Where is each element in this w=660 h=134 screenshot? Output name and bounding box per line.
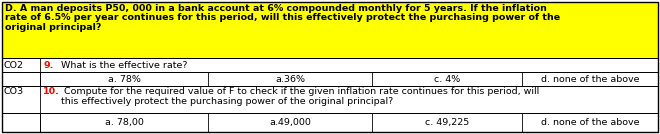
Text: a.49,000: a.49,000 [269, 118, 311, 127]
Text: d. none of the above: d. none of the above [541, 118, 640, 127]
Text: 10.: 10. [43, 87, 60, 96]
Text: rate of 6.5% per year continues for this period, will this effectively protect t: rate of 6.5% per year continues for this… [5, 13, 560, 22]
Text: a. 78,00: a. 78,00 [104, 118, 143, 127]
Bar [2, 72, 658, 86]
Text: c. 4%: c. 4% [434, 75, 460, 83]
Text: a. 78%: a. 78% [108, 75, 141, 83]
Text: CO3: CO3 [4, 87, 24, 96]
Text: 9.: 9. [43, 60, 53, 70]
Bar [2, 2, 658, 58]
Text: d. none of the above: d. none of the above [541, 75, 640, 83]
Text: What is the effective rate?: What is the effective rate? [57, 60, 187, 70]
Text: original principal?: original principal? [5, 23, 102, 32]
Bar [2, 86, 658, 113]
Text: c. 49,225: c. 49,225 [425, 118, 469, 127]
Bar [2, 58, 658, 72]
Text: D. A man deposits P50, 000 in a bank account at 6% compounded monthly for 5 year: D. A man deposits P50, 000 in a bank acc… [5, 4, 547, 13]
Text: a.36%: a.36% [275, 75, 305, 83]
Text: Compute for the required value of F to check if the given inflation rate continu: Compute for the required value of F to c… [61, 87, 539, 96]
Text: CO2: CO2 [4, 60, 24, 70]
Bar [2, 113, 658, 132]
Text: this effectively protect the purchasing power of the original principal?: this effectively protect the purchasing … [61, 97, 393, 106]
